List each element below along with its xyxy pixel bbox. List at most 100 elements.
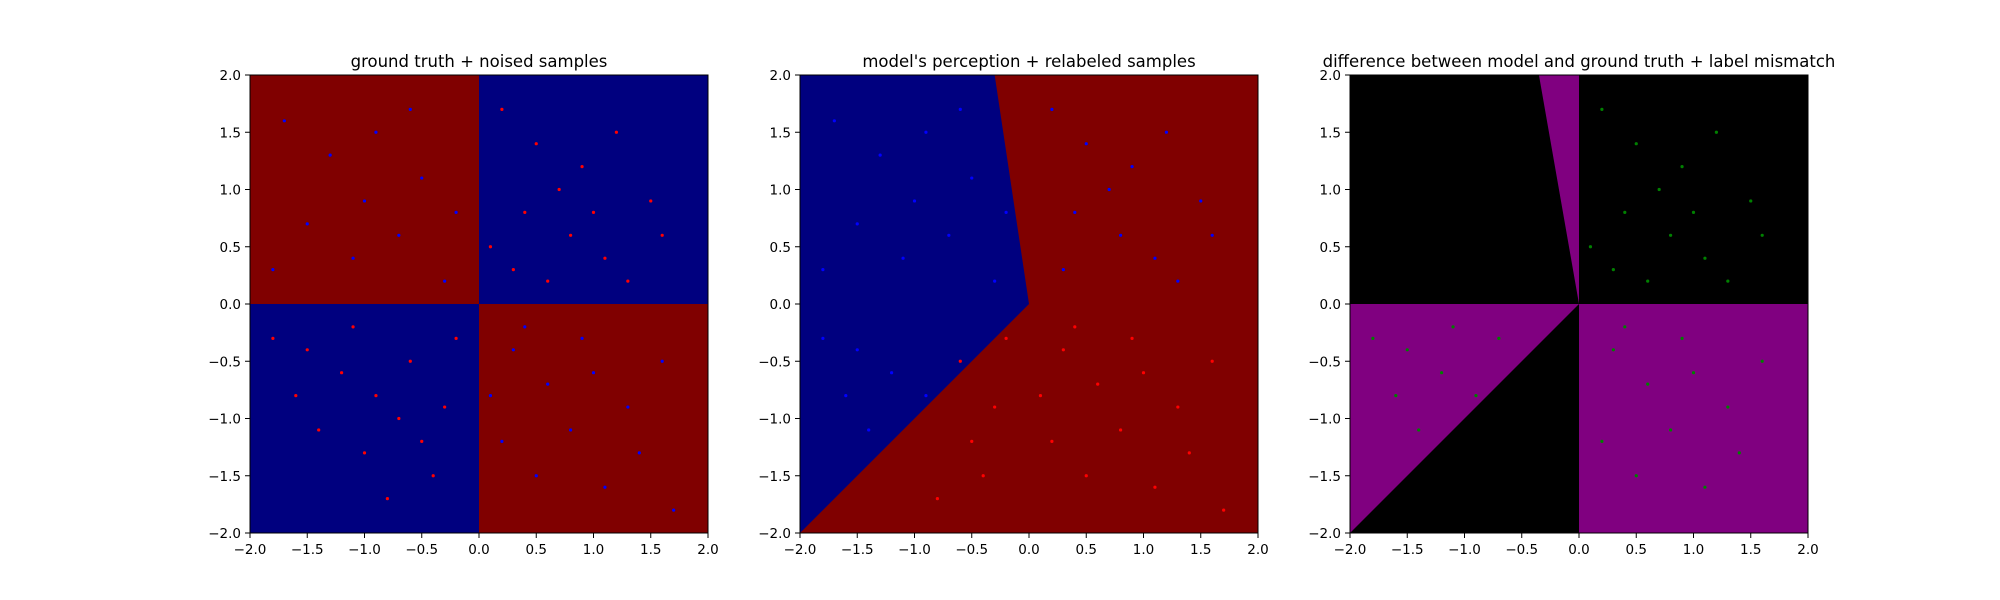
- data-point: [511, 348, 515, 352]
- data-point: [511, 268, 515, 272]
- x-tick-label: 0.0: [468, 542, 489, 558]
- data-point: [1600, 107, 1604, 111]
- data-point: [993, 279, 997, 283]
- y-tick-label: 2.0: [770, 68, 791, 84]
- data-point: [454, 210, 458, 214]
- background-region: [1350, 304, 1579, 533]
- data-point: [637, 451, 641, 455]
- data-point: [397, 416, 401, 421]
- x-tick-label: 1.0: [1133, 542, 1154, 558]
- data-point: [1703, 485, 1707, 489]
- x-tick-label: −0.5: [405, 542, 438, 558]
- y-tick-label: 2.0: [220, 68, 241, 84]
- data-point: [488, 394, 493, 398]
- data-point: [1371, 336, 1375, 340]
- x-tick-label: 2.0: [1797, 542, 1818, 558]
- chart-title: ground truth + noised samples: [351, 52, 608, 71]
- x-tick-label: 2.0: [697, 542, 718, 558]
- data-point: [1153, 485, 1157, 489]
- data-point: [500, 107, 504, 111]
- data-point: [1153, 256, 1157, 260]
- data-point: [1164, 130, 1168, 134]
- data-point: [1646, 279, 1650, 283]
- chart-panel-2: −2.0 −1.5 −1.0 −0.5 0.0 0.5 1.0 1.5 2.0 −2.0 −1.5 −…: [758, 52, 1269, 558]
- y-tick-label: 1.5: [220, 125, 241, 141]
- x-tick-label: −1.5: [291, 542, 324, 558]
- data-point: [580, 336, 584, 340]
- data-point: [1726, 405, 1730, 409]
- data-point: [1073, 210, 1077, 214]
- data-point: [569, 428, 573, 432]
- data-point: [1130, 165, 1134, 169]
- data-point: [1691, 210, 1696, 214]
- data-point: [374, 394, 378, 398]
- background-region: [479, 75, 708, 304]
- x-tick-label: 1.0: [1683, 542, 1704, 558]
- x-tick-label: 0.5: [1076, 542, 1097, 558]
- plot-area: [800, 75, 1258, 533]
- y-tick-label: 1.0: [1320, 183, 1341, 199]
- x-tick-label: −2.0: [234, 542, 267, 558]
- data-point: [385, 497, 389, 501]
- data-point: [351, 325, 355, 329]
- data-point: [1669, 233, 1673, 237]
- data-point: [362, 199, 367, 203]
- data-point: [591, 210, 596, 214]
- data-point: [1096, 382, 1100, 386]
- y-tick-label: 1.5: [770, 125, 791, 141]
- data-point: [970, 176, 974, 180]
- data-point: [1611, 268, 1615, 272]
- data-point: [580, 165, 584, 169]
- x-tick-label: −0.5: [955, 542, 988, 558]
- y-tick-label: −2.0: [1308, 526, 1341, 542]
- chart-title: difference between model and ground trut…: [1323, 52, 1836, 71]
- data-point: [1222, 508, 1226, 512]
- data-point: [821, 268, 825, 272]
- y-tick-label: −0.5: [208, 354, 241, 370]
- data-point: [294, 394, 298, 398]
- data-point: [855, 348, 859, 352]
- data-point: [821, 336, 825, 340]
- data-point: [958, 107, 962, 111]
- data-point: [660, 359, 664, 363]
- y-tick-label: −1.5: [1308, 469, 1341, 485]
- data-point: [1050, 107, 1054, 111]
- data-point: [1497, 336, 1501, 340]
- data-point: [397, 233, 401, 237]
- y-tick-label: −1.0: [208, 412, 241, 428]
- data-point: [1737, 451, 1741, 455]
- y-tick-label: 1.5: [1320, 125, 1341, 141]
- data-point: [443, 279, 447, 283]
- x-tick-label: 0.5: [1626, 542, 1647, 558]
- data-point: [958, 359, 962, 363]
- data-point: [408, 359, 412, 363]
- data-point: [1760, 359, 1764, 363]
- data-point: [282, 119, 286, 123]
- data-point: [1451, 325, 1455, 329]
- data-point: [603, 485, 607, 489]
- data-point: [947, 233, 951, 237]
- data-point: [1004, 336, 1008, 340]
- y-tick-label: −0.5: [758, 354, 791, 370]
- data-point: [1210, 359, 1214, 363]
- data-point: [1714, 130, 1718, 134]
- data-point: [672, 508, 676, 512]
- chart-panel-3: −2.0 −1.5 −1.0 −0.5 0.0 0.5 1.0 1.5 2.0 −2.0 −1.5 −…: [1308, 52, 1835, 558]
- data-point: [534, 474, 538, 478]
- data-point: [626, 279, 630, 283]
- data-point: [1680, 165, 1684, 169]
- data-point: [1061, 268, 1065, 272]
- data-point: [1119, 428, 1123, 432]
- data-point: [1141, 371, 1146, 375]
- data-point: [912, 199, 917, 203]
- y-tick-label: 0.5: [1320, 240, 1341, 256]
- data-point: [1130, 336, 1134, 340]
- x-tick-label: 0.5: [526, 542, 547, 558]
- x-tick-label: 1.0: [583, 542, 604, 558]
- data-point: [1611, 348, 1615, 352]
- x-tick-label: −1.0: [1448, 542, 1481, 558]
- data-point: [660, 233, 664, 237]
- background-region: [250, 304, 479, 533]
- plot-area: [1350, 75, 1808, 533]
- data-point: [1634, 142, 1638, 146]
